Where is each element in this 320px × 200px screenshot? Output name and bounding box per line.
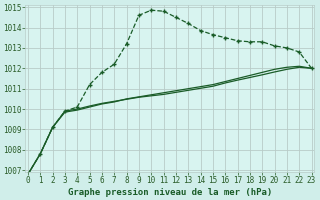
X-axis label: Graphe pression niveau de la mer (hPa): Graphe pression niveau de la mer (hPa) <box>68 188 272 197</box>
